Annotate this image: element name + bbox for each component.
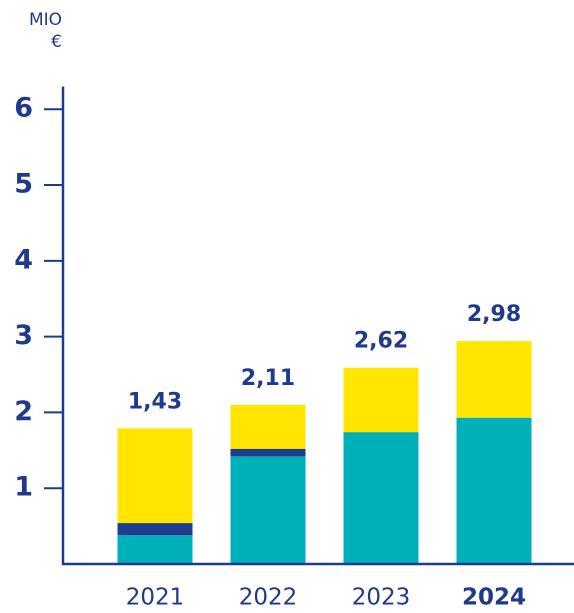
y-tick-label: 3 bbox=[14, 320, 33, 351]
bar-segment bbox=[230, 448, 306, 457]
total-label: 2,11 bbox=[241, 366, 295, 391]
y-tick-label: 5 bbox=[14, 169, 33, 200]
bar-segment bbox=[456, 417, 532, 564]
total-label: 1,43 bbox=[128, 389, 182, 414]
total-label: 2,62 bbox=[354, 329, 408, 354]
x-tick-label: 2024 bbox=[462, 585, 526, 611]
total-label: 2,98 bbox=[467, 302, 521, 327]
bar-segment bbox=[117, 535, 193, 564]
bar-segment bbox=[343, 367, 419, 433]
bar-segment bbox=[117, 523, 193, 536]
x-tick-label: 2021 bbox=[126, 585, 185, 611]
bar-segment bbox=[230, 404, 306, 449]
y-tick-label: 2 bbox=[14, 396, 33, 427]
x-tick-label: 2022 bbox=[239, 585, 298, 611]
bar-segment bbox=[456, 341, 532, 418]
y-tick-label: 1 bbox=[14, 472, 33, 503]
bar-segment bbox=[117, 428, 193, 524]
y-unit: MIO bbox=[29, 10, 62, 30]
bar-segment bbox=[230, 456, 306, 564]
x-tick-label: 2023 bbox=[352, 585, 411, 611]
y-tick-label: 4 bbox=[14, 244, 33, 275]
y-unit: € bbox=[51, 32, 62, 52]
bar-segment bbox=[343, 432, 419, 564]
y-tick-label: 6 bbox=[14, 93, 33, 124]
